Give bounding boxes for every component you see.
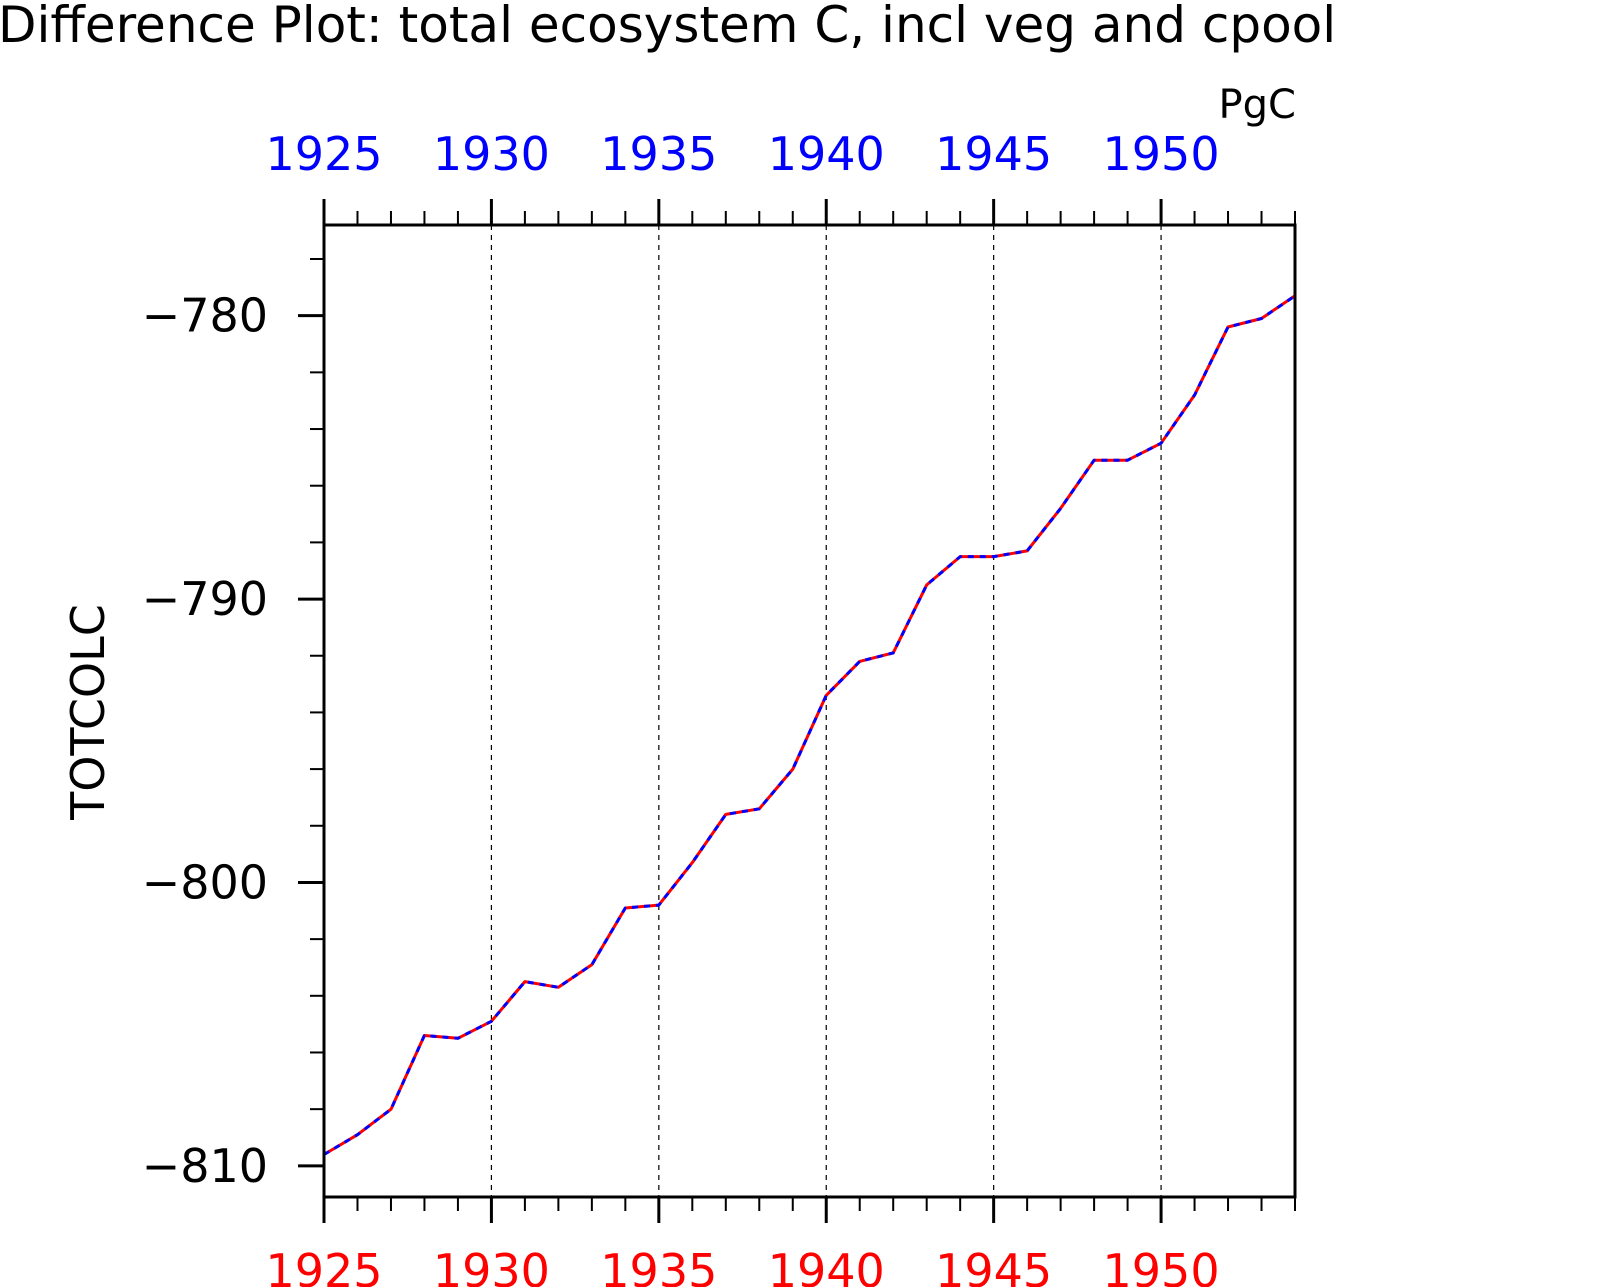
- bottom-x-tick-label: 1925: [265, 1244, 382, 1287]
- top-x-tick-label: 1950: [1103, 127, 1220, 181]
- grid-lines: [490, 225, 1162, 1197]
- top-x-tick-label: 1945: [935, 127, 1052, 181]
- bottom-x-tick-label: 1940: [768, 1244, 885, 1287]
- y-axis: −780 −790 −800 −810: [142, 289, 268, 1193]
- top-x-tick-label: 1930: [433, 127, 550, 181]
- bottom-x-tick-label: 1930: [433, 1244, 550, 1287]
- top-x-tick-label: 1940: [768, 127, 885, 181]
- units-label: PgC: [1219, 82, 1296, 128]
- plot-frame: [322, 223, 1297, 1199]
- y-tick-label: −780: [142, 289, 268, 343]
- series-layer: [323, 294, 1296, 1156]
- top-x-axis: 1925 1930 1935 1940 1945 1950: [265, 127, 1219, 181]
- tick-marks: [298, 199, 1296, 1223]
- y-tick-label: −810: [142, 1139, 268, 1193]
- top-x-tick-label: 1925: [265, 127, 382, 181]
- bottom-x-tick-label: 1950: [1103, 1244, 1220, 1287]
- bottom-x-tick-label: 1945: [935, 1244, 1052, 1287]
- series-line-2: [323, 294, 1296, 1156]
- bottom-x-tick-label: 1935: [600, 1244, 717, 1287]
- y-tick-label: −800: [142, 855, 268, 909]
- y-tick-label: −790: [142, 572, 268, 626]
- y-axis-title: TOTCOLC: [61, 604, 115, 821]
- chart-title: Difference Plot: total ecosystem C, incl…: [0, 0, 1336, 54]
- top-x-tick-label: 1935: [600, 127, 717, 181]
- bottom-x-axis: 1925 1930 1935 1940 1945 1950: [265, 1244, 1219, 1287]
